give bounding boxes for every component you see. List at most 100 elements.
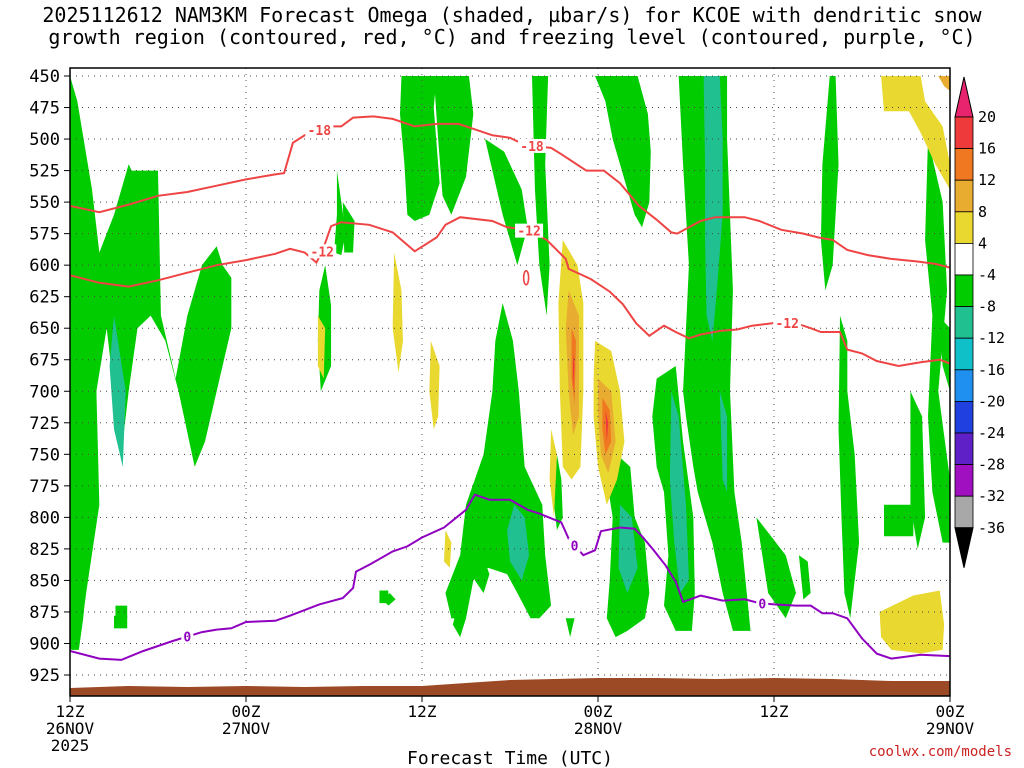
- contour-line: [70, 216, 950, 368]
- y-tick-label: 550: [29, 193, 60, 213]
- ascent-region: [114, 615, 128, 629]
- descent-region: [429, 340, 440, 430]
- contour-lines: [70, 115, 950, 661]
- contour-label: -12: [311, 245, 334, 260]
- colorbar-label: -36: [978, 519, 1005, 537]
- x-tick-label: 00Z: [936, 702, 965, 721]
- plot-frame: [69, 67, 951, 697]
- contour-label: 0: [571, 539, 579, 554]
- colorbar-swatch: [954, 116, 974, 150]
- ascent-region: [756, 517, 796, 619]
- ascent-region: [925, 139, 950, 543]
- ascent-region: [678, 76, 751, 631]
- y-tick-label: 700: [29, 382, 60, 402]
- ascent-region: [798, 555, 811, 600]
- y-tick-label: 525: [29, 162, 60, 182]
- ascent-region: [445, 302, 552, 619]
- ascent-region: [532, 76, 550, 316]
- colorbar-swatch: [954, 337, 974, 371]
- colorbar-label: -12: [978, 329, 1005, 347]
- ascent-region: [485, 139, 528, 266]
- y-tick-label: 725: [29, 414, 60, 434]
- terrain-surface: [70, 678, 950, 696]
- ascent-region: [884, 504, 914, 537]
- colorbar-label: 16: [978, 140, 996, 158]
- chart-title-line2: growth region (contoured, red, °C) and f…: [48, 25, 976, 49]
- contour-label-bg: [518, 138, 546, 153]
- colorbar-swatch: [954, 179, 974, 213]
- ascent-region: [565, 618, 575, 638]
- y-tick-label: 875: [29, 603, 60, 623]
- ascent-region: [507, 504, 530, 581]
- y-tick-label: 825: [29, 540, 60, 560]
- colorbar-swatch: [954, 369, 974, 402]
- y-tick-label: 675: [29, 351, 60, 371]
- y-axis: 450 475 500 525 550 575 600 625 650 675 700 725 750 7…: [29, 67, 70, 686]
- descent-region: [392, 252, 403, 373]
- contour-label-bg: [756, 596, 769, 611]
- y-tick-label: 750: [29, 445, 60, 465]
- descent-region: [881, 76, 950, 190]
- descent-region: [938, 76, 950, 92]
- y-tick-label: 625: [29, 288, 60, 308]
- descent-region: [605, 410, 609, 442]
- ascent-region: [452, 603, 466, 638]
- colorbar-label: -4: [978, 266, 996, 284]
- descent-region: [549, 429, 557, 518]
- contour-labels: -18 -18 -12 -12 -12 0 0 0: [181, 122, 802, 646]
- ascent-region: [910, 391, 926, 549]
- contour-label: 0: [758, 597, 766, 612]
- ascent-region: [719, 391, 728, 493]
- contour-label: -18: [308, 124, 332, 139]
- ascent-region: [703, 76, 723, 341]
- ascent-region: [70, 76, 232, 650]
- ascent-region: [820, 76, 839, 291]
- colorbar-arrow-bottom: [954, 527, 974, 568]
- contour-line: [70, 115, 950, 269]
- contour-label-bg: [305, 122, 334, 137]
- terrain-fill: [70, 678, 950, 696]
- contour-line: [522, 269, 530, 286]
- y-tick-label: 600: [29, 256, 60, 276]
- y-tick-label: 775: [29, 477, 60, 497]
- colorbar-swatch: [954, 432, 974, 466]
- y-tick-label: 850: [29, 571, 60, 591]
- ascent-region: [342, 202, 355, 253]
- ascent-region: [838, 315, 860, 619]
- colorbar-swatch: [954, 400, 974, 434]
- colorbar-label: -24: [978, 424, 1005, 442]
- colorbar-label: -20: [978, 392, 1005, 410]
- ascent-region: [433, 76, 474, 215]
- x-tick-label: 12Z: [760, 702, 789, 721]
- ascent-region: [554, 454, 563, 530]
- colorbar-arrow-top: [954, 76, 974, 118]
- y-tick-label: 900: [29, 634, 60, 654]
- contour-label-bg: [568, 538, 581, 553]
- x-tick-label: 27NOV: [222, 719, 271, 738]
- contour-label: -12: [775, 317, 798, 332]
- ascent-region: [379, 590, 389, 604]
- x-tick-label: 26NOV: [46, 719, 95, 738]
- colorbar-label: -28: [978, 456, 1005, 474]
- y-tick-label: 800: [29, 508, 60, 528]
- ascent-region: [115, 605, 128, 619]
- ascent-region: [109, 315, 126, 467]
- colorbar-label: -8: [978, 298, 996, 316]
- colorbar-label: 20: [978, 108, 996, 126]
- colorbar-swatch: [954, 242, 974, 276]
- x-tick-label: 29NOV: [926, 719, 975, 738]
- contour-label-bg: [515, 223, 544, 238]
- chart-title-line1: 2025112612 NAM3KM Forecast Omega (shaded…: [42, 3, 982, 27]
- y-tick-label: 450: [29, 67, 60, 87]
- x-tick-label: 28NOV: [574, 719, 623, 738]
- contour-label: -12: [517, 225, 540, 240]
- descent-region: [573, 353, 575, 392]
- colorbar-swatch: [954, 148, 974, 181]
- y-tick-label: 925: [29, 666, 60, 686]
- ascent-region: [451, 600, 461, 619]
- descent-region: [317, 315, 326, 379]
- descent-region: [879, 590, 945, 654]
- x-axis-label: Forecast Time (UTC): [407, 748, 613, 768]
